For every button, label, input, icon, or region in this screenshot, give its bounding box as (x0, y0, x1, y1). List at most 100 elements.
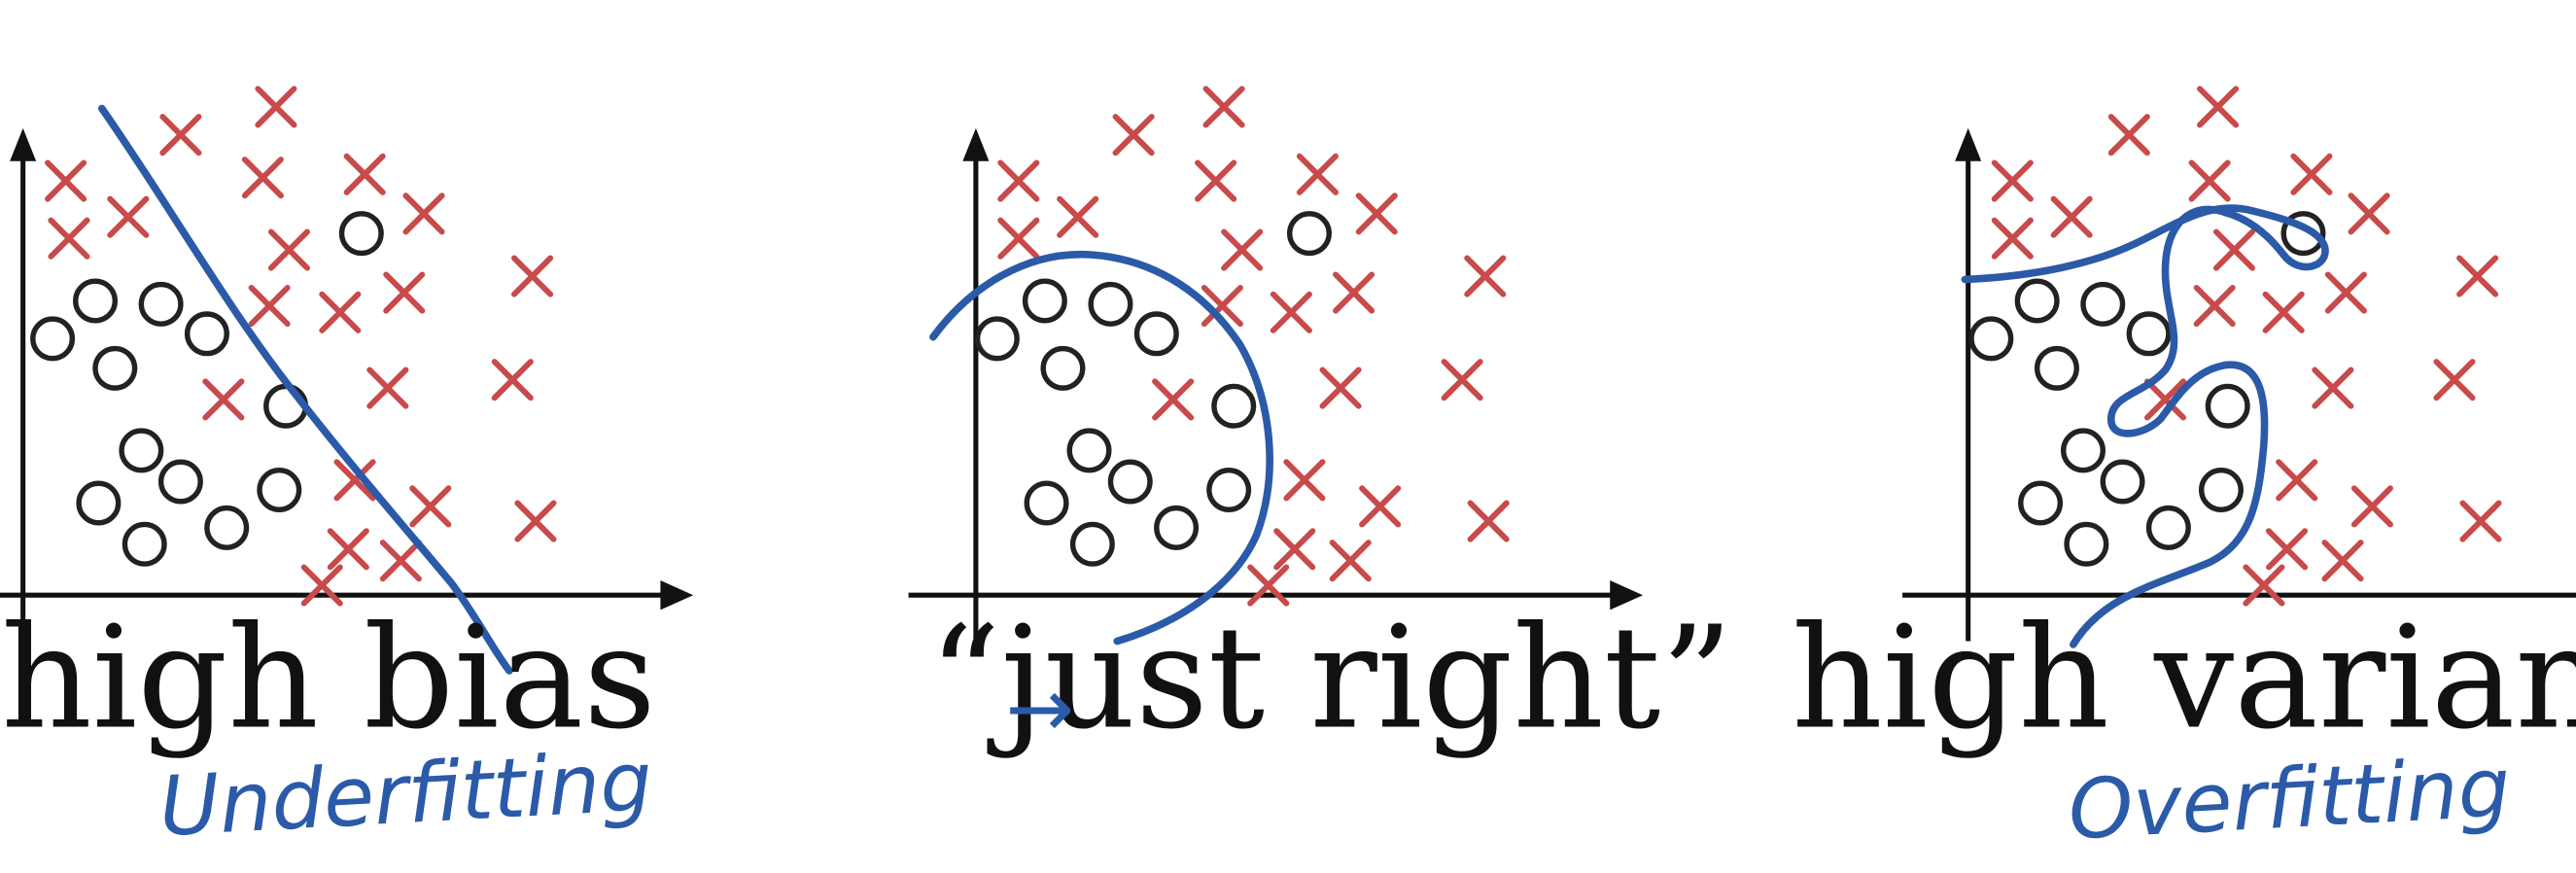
circle-point (1069, 521, 1115, 567)
cross-point (202, 378, 245, 421)
cross-point (159, 114, 202, 157)
cross-point (366, 367, 409, 409)
cross-point (1221, 228, 1264, 271)
cross-point (241, 157, 284, 199)
y-axis-arrow (962, 127, 990, 161)
data-points (30, 86, 557, 607)
cross-point (1247, 564, 1290, 607)
cross-point (45, 159, 87, 202)
circle-point (1211, 383, 1257, 429)
panel-title: “just right” (928, 596, 1732, 760)
cross-point (2197, 86, 2240, 128)
y-axis-arrow (1955, 127, 1982, 161)
cross-point (2243, 564, 2285, 607)
cross-point (1112, 114, 1155, 157)
cross-point (1273, 528, 1316, 571)
decision-boundary-wiggly (1961, 204, 2329, 648)
data-points (974, 86, 1510, 607)
circle-point (1154, 505, 1200, 550)
cross-point (2456, 255, 2499, 297)
cross-point (327, 528, 369, 571)
circle-point (1286, 211, 1332, 257)
y-axis-arrow (10, 127, 37, 161)
cross-point (514, 500, 557, 542)
cross-point (2050, 195, 2093, 238)
cross-point (319, 291, 362, 333)
cross-point (343, 153, 386, 195)
circle-point (2100, 459, 2145, 505)
circle-point (2080, 281, 2126, 327)
panel-just-right: “just right” → (908, 86, 1733, 760)
circle-point (184, 311, 229, 357)
circle-point (2061, 428, 2106, 473)
x-axis-arrow (660, 579, 694, 611)
cross-point (1359, 485, 1402, 528)
handwritten-note: Overfitting (2066, 740, 2512, 858)
cross-point (2290, 153, 2333, 195)
circle-point (204, 505, 250, 550)
cross-point (2193, 284, 2236, 328)
circle-point (1133, 311, 1179, 357)
cross-point (409, 485, 452, 528)
data-points (1968, 86, 2502, 607)
cross-point (379, 540, 422, 582)
circle-point (1022, 278, 1067, 324)
cross-point (1057, 195, 1099, 238)
cross-point (997, 159, 1040, 202)
cross-point (511, 255, 554, 297)
cross-point (1296, 153, 1339, 195)
handwritten-arrow: → (1005, 661, 1074, 756)
cross-point (48, 217, 90, 260)
circle-point (138, 281, 184, 327)
circle-point (2205, 383, 2250, 429)
circle-point (1206, 467, 1252, 512)
circle-point (1024, 480, 1069, 526)
cross-point (2321, 540, 2364, 582)
circle-point (257, 467, 302, 512)
cross-point (2324, 271, 2367, 314)
panel-title: high bias (1, 596, 656, 760)
circle-point (1066, 428, 1112, 473)
cross-point (1355, 192, 1398, 235)
cross-point (300, 564, 343, 607)
panel-high-variance: high variance Overfitting (1792, 86, 2576, 858)
cross-point (1152, 378, 1195, 421)
cross-point (1333, 271, 1375, 314)
circle-point (2014, 278, 2060, 324)
panel-title: high variance (1792, 596, 2576, 760)
cross-point (2433, 359, 2476, 402)
cross-point (383, 271, 426, 314)
circle-point (92, 345, 138, 391)
decision-boundary-line (97, 104, 513, 675)
cross-point (1329, 540, 1372, 582)
circle-point (263, 383, 309, 429)
cross-point (2212, 228, 2256, 271)
circle-point (30, 316, 76, 362)
circle-point (2034, 345, 2079, 391)
cross-point (1202, 86, 1245, 128)
circle-point (122, 521, 167, 567)
cross-point (2312, 367, 2354, 409)
cross-point (1467, 500, 1510, 542)
cross-point (1441, 359, 1483, 402)
cross-point (997, 217, 1040, 260)
circle-point (2126, 311, 2172, 357)
cross-point (2107, 114, 2150, 157)
cross-point (1195, 159, 1237, 202)
circle-point (2064, 521, 2109, 567)
circle-point (1107, 459, 1153, 505)
cross-point (2276, 459, 2318, 502)
cross-point (333, 459, 376, 502)
cross-point (267, 228, 310, 271)
circle-point (76, 480, 122, 526)
cross-point (1319, 367, 1362, 409)
cross-point (2266, 528, 2309, 571)
circle-point (73, 278, 119, 324)
circle-point (1088, 281, 1133, 327)
cross-point (1201, 284, 1243, 328)
circle-point (2280, 211, 2326, 257)
cross-point (2143, 378, 2187, 421)
cross-point (402, 192, 445, 235)
cross-point (1991, 159, 2034, 202)
